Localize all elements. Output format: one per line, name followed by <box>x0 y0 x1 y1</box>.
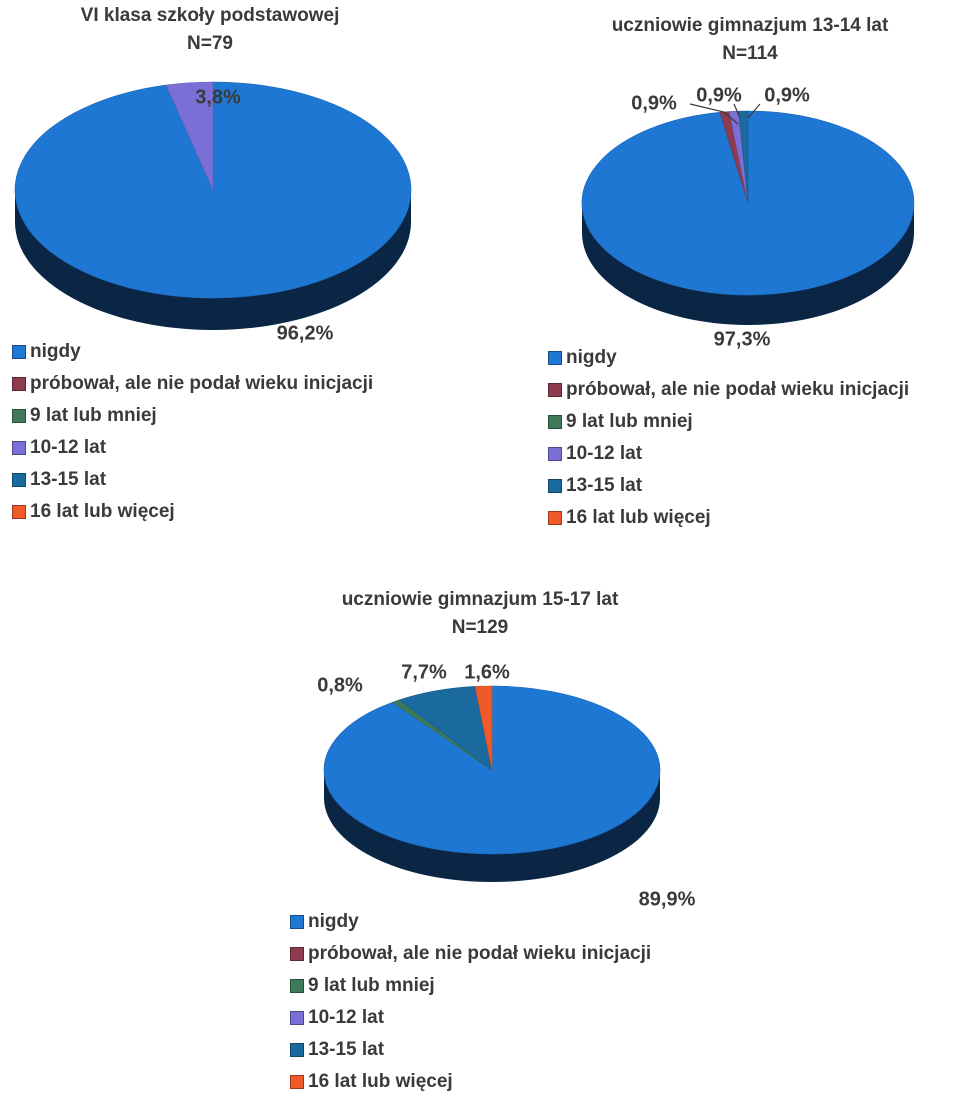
chart-3-legend-item-9-lat-lub-mniej: 9 lat lub mniej <box>290 970 651 1002</box>
chart-2-slice-13-15-lat <box>738 110 749 204</box>
chart-3-legend-swatch-13-15-lat <box>290 1043 304 1057</box>
chart-2-legend-label-13-15-lat: 13-15 lat <box>566 475 643 496</box>
chart-2-legend-swatch-13-15-lat <box>548 479 562 493</box>
chart-2-legend-item-10-12-lat: 10-12 lat <box>548 438 909 470</box>
chart-1-data-label-nigdy: 96,2% <box>277 322 334 344</box>
chart-2-legend-label-9-lat-lub-mniej: 9 lat lub mniej <box>566 411 693 432</box>
chart-3-title-block: uczniowie gimnazjum 15-17 lat N=129 <box>280 586 680 642</box>
chart-2-subtitle: N=114 <box>722 43 778 64</box>
chart-2-legend-item-16-lat-lub-wiecej: 16 lat lub więcej <box>548 502 909 534</box>
chart-3-legend: nigdy próbował, ale nie podał wieku inicj… <box>290 906 651 1098</box>
chart-2-legend-swatch-9-lat-lub-mniej <box>548 415 562 429</box>
chart-3-data-label-16-lat-lub-wiecej: 1,6% <box>464 661 510 683</box>
chart-3-legend-label-nigdy: nigdy <box>308 911 359 932</box>
chart-2-leader-line-2 <box>733 103 741 119</box>
chart-2-legend-label-16-lat-lub-wiecej: 16 lat lub więcej <box>566 507 711 528</box>
chart-3-legend-swatch-probowal-ale-nie-podal-wieku-inicjacji <box>290 947 304 961</box>
chart-3-legend-swatch-16-lat-lub-wiecej <box>290 1075 304 1089</box>
chart-1-title-block: VI klasa szkoły podstawowej N=79 <box>10 2 410 58</box>
chart-1-legend-swatch-probowal-ale-nie-podal-wieku-inicjacji <box>12 377 26 391</box>
chart-2-legend-item-probowal-ale-nie-podal-wieku-inicjacji: próbował, ale nie podał wieku inicjacji <box>548 374 909 406</box>
chart-1-legend-item-9-lat-lub-mniej: 9 lat lub mniej <box>12 400 373 432</box>
chart-1-legend-swatch-9-lat-lub-mniej <box>12 409 26 423</box>
chart-1-legend: nigdy próbował, ale nie podał wieku inicj… <box>12 336 373 528</box>
chart-1-side-nigdy <box>15 190 411 330</box>
chart-3-data-label-nigdy: 89,9% <box>639 888 696 910</box>
chart-3-legend-label-16-lat-lub-wiecej: 16 lat lub więcej <box>308 1071 453 1092</box>
chart-2-legend-item-13-15-lat: 13-15 lat <box>548 470 909 502</box>
chart-2-side-nigdy <box>582 203 914 325</box>
chart-2-title-block: uczniowie gimnazjum 13-14 lat N=114 <box>570 12 930 68</box>
chart-1-subtitle: N=79 <box>187 33 233 54</box>
chart-2-data-label-probowal-ale-nie-podal-wieku-inicjacji: 0,9% <box>631 92 677 114</box>
chart-2-legend-label-probowal-ale-nie-podal-wieku-inicjacji: próbował, ale nie podał wieku inicjacji <box>566 379 910 400</box>
chart-3-legend-label-13-15-lat: 13-15 lat <box>308 1039 385 1060</box>
chart-3-data-label-13-15-lat: 7,7% <box>401 661 447 683</box>
chart-2-data-label-13-15-lat: 0,9% <box>764 84 810 106</box>
chart-1-legend-swatch-10-12-lat <box>12 441 26 455</box>
chart-3-legend-label-9-lat-lub-mniej: 9 lat lub mniej <box>308 975 435 996</box>
chart-3-title: uczniowie gimnazjum 15-17 lat <box>341 589 619 610</box>
chart-2-legend-item-9-lat-lub-mniej: 9 lat lub mniej <box>548 406 909 438</box>
chart-3-subtitle: N=129 <box>451 617 509 638</box>
chart-1-legend-label-probowal-ale-nie-podal-wieku-inicjacji: próbował, ale nie podał wieku inicjacji <box>30 373 374 394</box>
chart-1-legend-label-nigdy: nigdy <box>30 341 81 362</box>
chart-2-legend-swatch-16-lat-lub-wiecej <box>548 511 562 525</box>
chart-2-title: uczniowie gimnazjum 13-14 lat <box>611 15 889 36</box>
chart-2-legend: nigdy próbował, ale nie podał wieku inicj… <box>548 342 909 534</box>
chart-2-data-label-nigdy: 97,3% <box>714 328 771 350</box>
chart-1-legend-item-16-lat-lub-wiecej: 16 lat lub więcej <box>12 496 373 528</box>
chart-3-legend-swatch-9-lat-lub-mniej <box>290 979 304 993</box>
chart-2-legend-swatch-probowal-ale-nie-podal-wieku-inicjacji <box>548 383 562 397</box>
chart-3-legend-item-nigdy: nigdy <box>290 906 651 938</box>
chart-3-legend-item-16-lat-lub-wiecej: 16 lat lub więcej <box>290 1066 651 1098</box>
chart-3-legend-label-probowal-ale-nie-podal-wieku-inicjacji: próbował, ale nie podał wieku inicjacji <box>308 943 652 964</box>
chart-1-legend-item-nigdy: nigdy <box>12 336 373 368</box>
chart-1-legend-item-13-15-lat: 13-15 lat <box>12 464 373 496</box>
chart-2-data-label-10-12-lat: 0,9% <box>696 84 742 106</box>
chart-1-legend-swatch-13-15-lat <box>12 473 26 487</box>
chart-2-legend-swatch-nigdy <box>548 351 562 365</box>
chart-1-data-label-10-12-lat: 3,8% <box>195 86 241 108</box>
chart-1-legend-swatch-nigdy <box>12 345 26 359</box>
chart-3-side-nigdy <box>324 770 660 882</box>
chart-1-legend-label-13-15-lat: 13-15 lat <box>30 469 107 490</box>
chart-3-data-label-9-lat-lub-mniej: 0,8% <box>317 674 363 696</box>
chart-3-legend-item-probowal-ale-nie-podal-wieku-inicjacji: próbował, ale nie podał wieku inicjacji <box>290 938 651 970</box>
chart-1-legend-swatch-16-lat-lub-wiecej <box>12 505 26 519</box>
chart-1-legend-item-probowal-ale-nie-podal-wieku-inicjacji: próbował, ale nie podał wieku inicjacji <box>12 368 373 400</box>
chart-3-legend-swatch-10-12-lat <box>290 1011 304 1025</box>
chart-3-legend-swatch-nigdy <box>290 915 304 929</box>
chart-2-legend-label-nigdy: nigdy <box>566 347 617 368</box>
chart-1-slice-10-12-lat <box>165 81 214 191</box>
chart-2-legend-swatch-10-12-lat <box>548 447 562 461</box>
chart-2-legend-item-nigdy: nigdy <box>548 342 909 374</box>
chart-2-leader-line-3 <box>747 103 761 119</box>
chart-3-legend-item-13-15-lat: 13-15 lat <box>290 1034 651 1066</box>
chart-2-legend-label-10-12-lat: 10-12 lat <box>566 443 643 464</box>
chart-2-leader-line-1 <box>689 103 739 125</box>
chart-3-slice-16-lat-lub-wiecej <box>474 685 493 771</box>
chart-3-legend-item-10-12-lat: 10-12 lat <box>290 1002 651 1034</box>
chart-1-legend-label-16-lat-lub-wiecej: 16 lat lub więcej <box>30 501 175 522</box>
chart-3-legend-label-10-12-lat: 10-12 lat <box>308 1007 385 1028</box>
chart-1-legend-label-10-12-lat: 10-12 lat <box>30 437 107 458</box>
chart-1-title: VI klasa szkoły podstawowej <box>80 5 340 26</box>
chart-1-legend-item-10-12-lat: 10-12 lat <box>12 432 373 464</box>
chart-1-legend-label-9-lat-lub-mniej: 9 lat lub mniej <box>30 405 157 426</box>
